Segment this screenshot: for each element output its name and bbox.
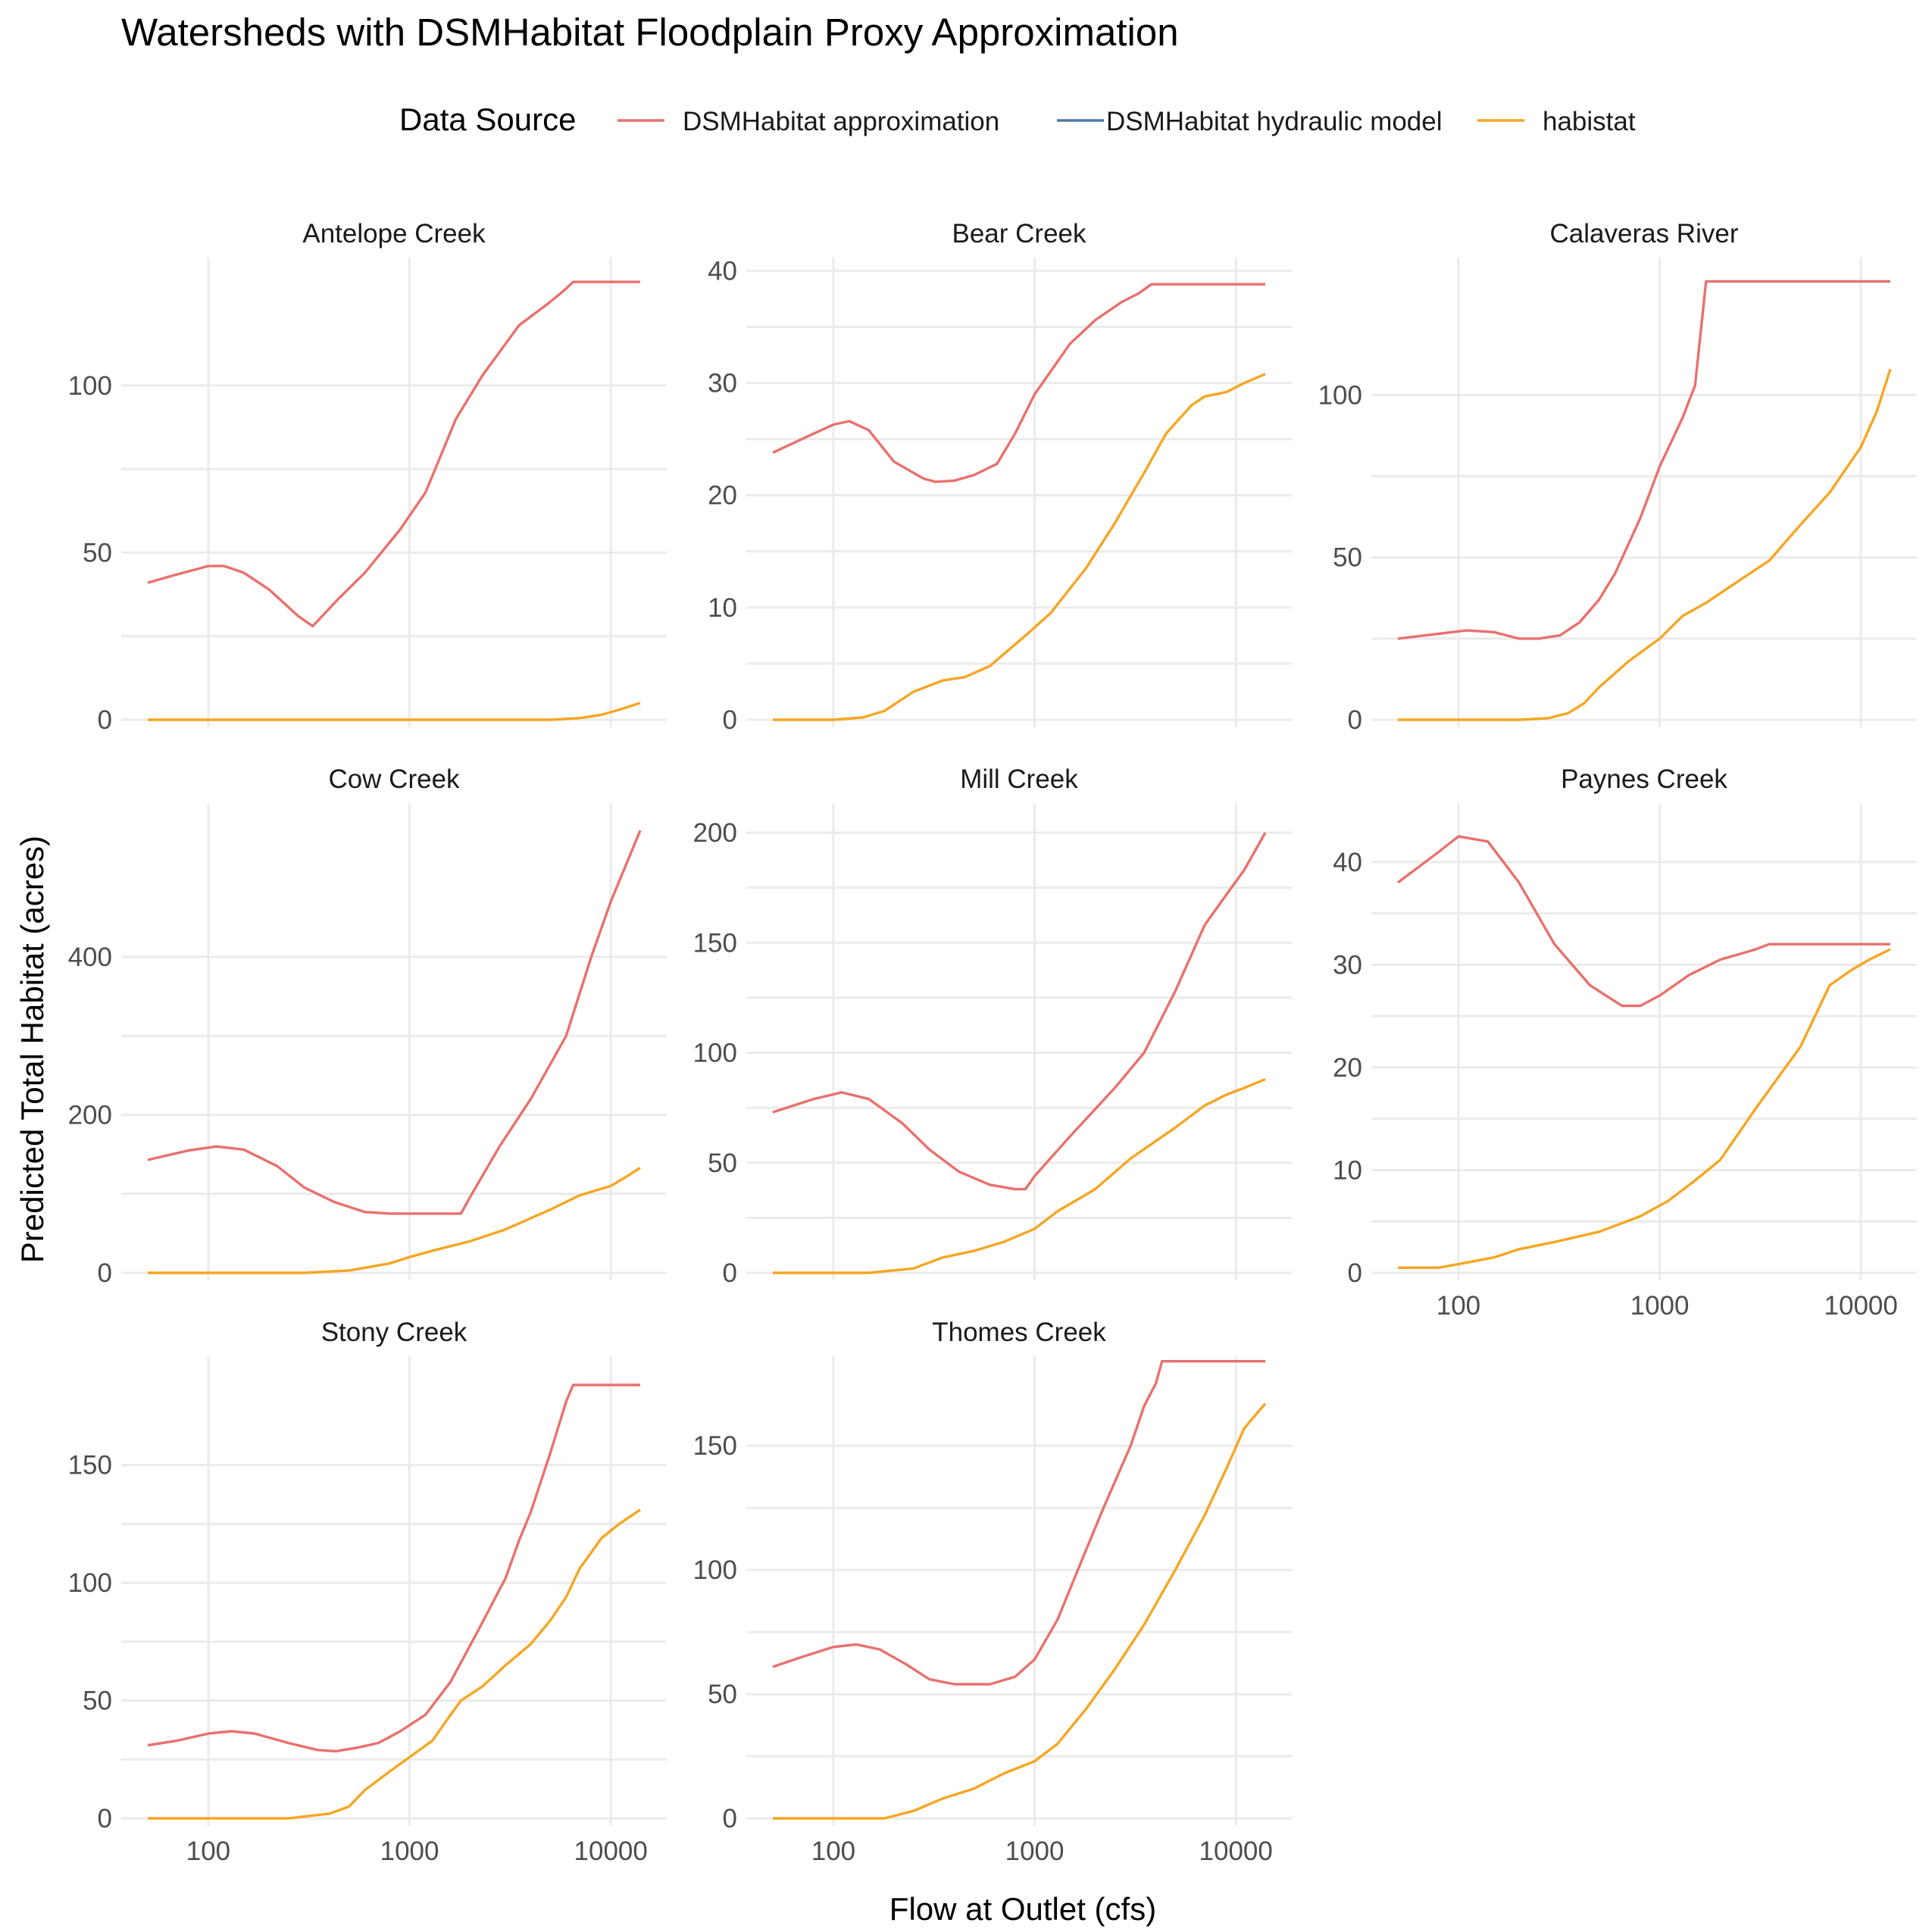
y-tick-label: 200 <box>68 1100 112 1130</box>
y-tick-label: 0 <box>1348 1258 1362 1288</box>
facet-strip-label: Mill Creek <box>960 764 1078 794</box>
legend-label-approximation: DSMHabitat approximation <box>683 107 999 136</box>
facet-paynes-creek: Paynes Creek 0 10 20 30 40 100 1000 10000 <box>1333 764 1917 1321</box>
y-tick-label: 100 <box>68 1568 112 1598</box>
y-tick-label: 100 <box>693 1555 737 1585</box>
facet-thomes-creek: Thomes Creek 0 50 100 150 100 1000 10000 <box>693 1318 1292 1866</box>
x-axis-title: Flow at Outlet (cfs) <box>889 1891 1156 1927</box>
y-tick-label: 0 <box>723 705 737 735</box>
series-line-habistat <box>1398 948 1891 1269</box>
series-line-dsmhabitat-approximation <box>147 280 640 628</box>
series-line-habistat <box>1398 368 1892 721</box>
y-tick-label: 40 <box>1333 848 1362 877</box>
series-line-habistat <box>773 373 1266 721</box>
y-tick-label: 150 <box>68 1451 112 1480</box>
y-tick-label: 50 <box>708 1680 737 1709</box>
facet-stony-creek: Stony Creek 0 50 100 150 100 1000 10000 <box>68 1318 667 1866</box>
chart-title: Watersheds with DSMHabitat Floodplain Pr… <box>121 11 1179 54</box>
x-tick-label: 100 <box>1436 1291 1480 1321</box>
y-tick-label: 100 <box>1318 380 1362 410</box>
y-tick-label: 0 <box>98 1804 112 1834</box>
facet-strip-label: Paynes Creek <box>1561 764 1727 794</box>
facet-strip-label: Calaveras River <box>1550 219 1739 249</box>
y-tick-label: 400 <box>68 943 112 972</box>
x-tick-label: 1000 <box>1630 1291 1690 1321</box>
y-tick-label: 20 <box>1333 1053 1362 1083</box>
y-tick-label: 0 <box>98 705 112 735</box>
y-tick-label: 50 <box>1333 543 1362 573</box>
y-tick-label: 100 <box>68 371 112 401</box>
legend-label-hydraulic-model: DSMHabitat hydraulic model <box>1106 107 1443 136</box>
series-line-dsmhabitat-approximation <box>772 1360 1265 1686</box>
facet-cow-creek: Cow Creek 0 200 400 <box>68 764 667 1288</box>
y-tick-label: 20 <box>708 481 737 511</box>
y-tick-label: 0 <box>723 1258 737 1288</box>
facet-calaveras-river: Calaveras River 0 50 100 <box>1318 219 1917 735</box>
series-line-dsmhabitat-approximation <box>772 832 1267 1191</box>
legend-label-habistat: habistat <box>1543 107 1636 136</box>
series-line-dsmhabitat-approximation <box>1396 835 1890 1008</box>
series-line-habistat <box>148 1166 641 1274</box>
series-line-dsmhabitat-approximation <box>772 283 1265 483</box>
y-tick-label: 50 <box>708 1149 737 1178</box>
series-line-dsmhabitat-approximation <box>147 830 642 1215</box>
legend: Data Source DSMHabitat approximation DSM… <box>399 102 1636 137</box>
y-tick-label: 50 <box>83 1687 112 1716</box>
x-tick-label: 100 <box>186 1837 230 1866</box>
facet-strip-label: Stony Creek <box>321 1318 467 1347</box>
y-tick-label: 10 <box>1333 1155 1362 1185</box>
series-line-habistat <box>148 702 641 721</box>
y-tick-label: 0 <box>723 1804 737 1834</box>
x-tick-label: 1000 <box>1005 1837 1064 1866</box>
y-tick-label: 0 <box>98 1258 112 1288</box>
x-tick-label: 100 <box>811 1837 855 1866</box>
series-line-dsmhabitat-approximation <box>1397 280 1890 640</box>
facet-strip-label: Cow Creek <box>328 764 460 794</box>
series-line-habistat <box>773 1077 1266 1274</box>
y-tick-label: 30 <box>1333 950 1362 980</box>
y-tick-label: 100 <box>693 1039 737 1068</box>
y-tick-label: 50 <box>83 538 112 567</box>
y-tick-label: 0 <box>1348 705 1362 735</box>
y-tick-label: 40 <box>708 256 737 286</box>
y-tick-label: 10 <box>708 593 737 623</box>
x-tick-label: 10000 <box>574 1837 648 1866</box>
facet-strip-label: Bear Creek <box>952 219 1086 249</box>
y-tick-label: 150 <box>693 1431 737 1461</box>
y-tick-label: 200 <box>693 818 737 848</box>
series-line-dsmhabitat-approximation <box>147 1383 640 1753</box>
x-tick-label: 10000 <box>1199 1837 1273 1866</box>
facet-bear-creek: Bear Creek 0 10 20 30 40 <box>708 219 1292 735</box>
y-tick-label: 30 <box>708 369 737 399</box>
x-tick-label: 10000 <box>1824 1291 1898 1321</box>
facet-antelope-creek: Antelope Creek 0 50 100 <box>68 219 667 735</box>
facet-strip-label: Antelope Creek <box>302 219 486 249</box>
x-tick-label: 1000 <box>380 1837 439 1866</box>
legend-title: Data Source <box>399 102 576 137</box>
facet-mill-creek: Mill Creek 0 50 100 150 200 <box>693 764 1292 1288</box>
y-axis-title: Predicted Total Habitat (acres) <box>14 836 50 1263</box>
facet-strip-label: Thomes Creek <box>932 1318 1106 1347</box>
series-line-habistat <box>773 1402 1267 1820</box>
series-line-habistat <box>148 1508 641 1820</box>
y-tick-label: 150 <box>693 928 737 958</box>
